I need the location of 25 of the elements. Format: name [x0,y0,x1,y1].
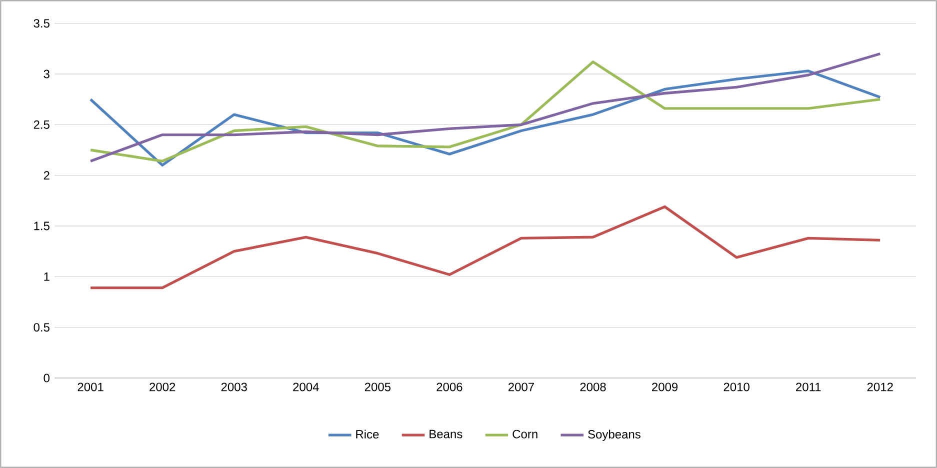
x-tick-label: 2004 [293,382,319,392]
y-tick-label: 1.5 [34,222,50,230]
y-tick-label: 2.5 [34,120,50,129]
y-tick-label: 3 [44,70,50,78]
y-tick-label: 3.5 [34,19,50,28]
legend-label: Corn [512,430,538,438]
legend-label: Soybeans [588,430,640,441]
x-tick-label: 2007 [508,382,534,392]
y-tick-label: 0 [44,374,50,382]
x-tick-label: 2003 [221,382,247,392]
y-tick-label: 1 [44,272,50,281]
x-tick-label: 2001 [78,382,104,392]
line-series [89,205,882,290]
legend-label: Beans [430,430,462,438]
x-tick-label: 2008 [580,382,606,392]
y-tick-label: 2 [44,171,50,180]
x-tick-label: 2012 [867,382,893,392]
x-tick-label: 2010 [724,382,750,392]
x-tick-label: 2005 [364,382,391,392]
x-tick-label: 2006 [436,382,462,392]
legend-label: Rice [356,430,379,439]
x-tick-label: 2011 [796,382,821,392]
y-tick-label: 0.5 [34,323,50,332]
x-tick-label: 2009 [652,382,678,392]
x-tick-label: 2002 [150,382,176,392]
